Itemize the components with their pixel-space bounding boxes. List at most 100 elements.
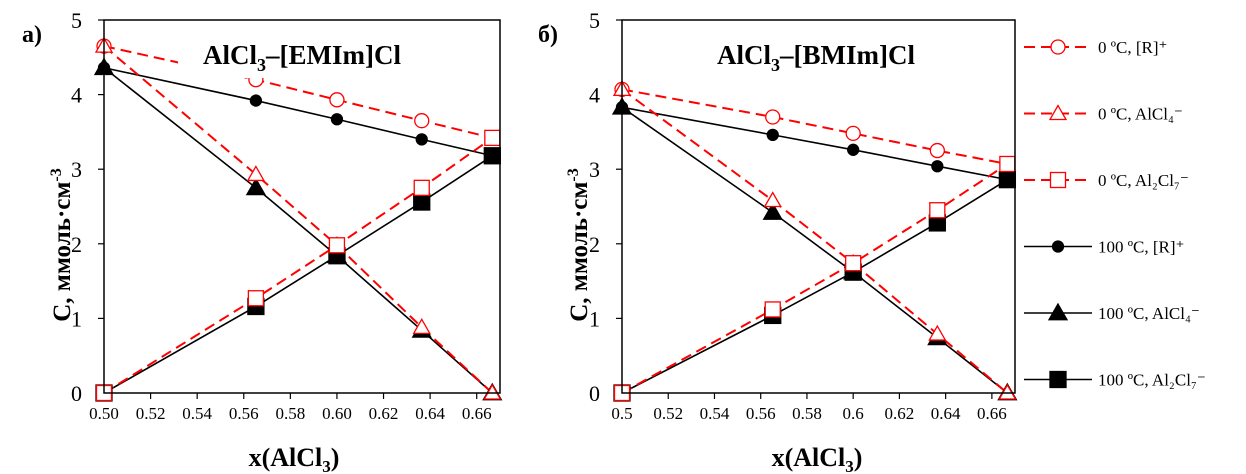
legend-item: 100 ºC, Al₂Cl₇⁻ xyxy=(1024,371,1206,390)
y-axis-label-sup: -3 xyxy=(565,168,582,181)
x-tick-label: 0.52 xyxy=(136,404,166,423)
legend-label: 100 ºC, AlCl₄⁻ xyxy=(1098,304,1200,323)
legend-item: 0 ºC, AlCl₄⁻ xyxy=(1024,104,1183,124)
y-axis-label-b: C, ммоль·см-3 xyxy=(565,168,593,322)
x-tick-label: 0.52 xyxy=(653,404,683,423)
chart-legend: 0 ºC, [R]⁺ 0 ºC, AlCl₄⁻ 0 ºC, Al₂Cl₇⁻ 100 º… xyxy=(1024,38,1206,390)
data-point xyxy=(330,113,344,126)
y-tick-label: 5 xyxy=(589,8,600,33)
x-tick-label: 0.54 xyxy=(182,404,212,423)
data-point xyxy=(413,193,431,211)
plot-frame-b xyxy=(621,19,1016,394)
y-tick-label: 4 xyxy=(71,83,82,108)
x-tick-label: 0.6 xyxy=(843,404,864,423)
data-point xyxy=(763,191,782,208)
data-point xyxy=(929,202,946,219)
data-point xyxy=(328,237,346,254)
x-tick-label: 0.56 xyxy=(746,404,776,423)
series-line xyxy=(621,178,1008,394)
svg-text:C, ммоль·см-3: C, ммоль·см-3 xyxy=(565,168,593,322)
legend-label: 100 ºC, [R]⁺ xyxy=(1098,238,1185,257)
y-tick-label: 5 xyxy=(71,8,82,33)
legend-marker xyxy=(1050,39,1066,55)
data-point xyxy=(247,290,265,307)
legend-item: 100 ºC, AlCl₄⁻ xyxy=(1024,302,1200,323)
series-line xyxy=(621,163,1008,394)
data-point xyxy=(414,113,430,129)
data-point xyxy=(845,255,862,272)
series-lines-a xyxy=(103,45,493,394)
x-axis-label-sub: 3 xyxy=(322,457,331,474)
x-tick-label: 0.5 xyxy=(611,404,632,423)
x-tick-label: 0.58 xyxy=(275,404,305,423)
data-point xyxy=(931,160,944,173)
title-main: AlCl xyxy=(717,40,771,70)
legend-item: 0 ºC, [R]⁺ xyxy=(1024,38,1168,57)
x-tick-label: 0.64 xyxy=(415,404,445,423)
y-tick-label: 3 xyxy=(71,157,82,182)
x-tick-label: 0.58 xyxy=(792,404,822,423)
y-tick-label: 2 xyxy=(71,232,82,257)
title-rest: –[BMIm]Cl xyxy=(779,40,915,70)
title-sub: 3 xyxy=(771,55,780,75)
y-axis-label-sup: -3 xyxy=(48,168,65,181)
series-line xyxy=(103,67,493,394)
x-axis-label-main: x(AlCl xyxy=(772,443,846,472)
panel-label-a: а) xyxy=(22,22,42,48)
data-point xyxy=(412,318,431,335)
y-tick-label: 2 xyxy=(589,232,600,257)
y-axis-label-main: C, ммоль·см xyxy=(49,182,76,322)
x-tick-label: 0.62 xyxy=(885,404,915,423)
x-axis-label-b: x(AlCl3) xyxy=(772,443,863,474)
legend-marker xyxy=(1047,302,1069,321)
data-point xyxy=(764,301,781,318)
y-tick-label: 1 xyxy=(589,306,600,331)
series-line xyxy=(621,88,1008,165)
data-point xyxy=(483,383,502,400)
data-point xyxy=(329,92,345,108)
ticks-a: 0 1 2 3 4 5 0.50 0.52 0.54 0.56 0.58 0.60 0.62 0.64 0.… xyxy=(71,8,492,423)
x-tick-label: 0.62 xyxy=(369,404,399,423)
data-point xyxy=(999,155,1016,173)
svg-text:C, ммоль·см-3: C, ммоль·см-3 xyxy=(48,168,76,322)
title-sub: 3 xyxy=(257,55,266,75)
series-line xyxy=(103,66,493,157)
series-line xyxy=(621,106,1008,394)
legend-item: 100 ºC, [R]⁺ xyxy=(1024,238,1185,257)
legend-item: 0 ºC, Al₂Cl₇⁻ xyxy=(1024,171,1189,190)
data-point xyxy=(998,383,1017,400)
series-lines-b xyxy=(621,88,1009,394)
legend-label: 0 ºC, [R]⁺ xyxy=(1098,38,1168,57)
x-tick-label: 0.50 xyxy=(89,404,119,423)
x-tick-label: 0.60 xyxy=(322,404,352,423)
x-tick-label: 0.54 xyxy=(700,404,730,423)
data-point xyxy=(929,142,945,159)
y-tick-label: 3 xyxy=(589,157,600,182)
chart-panel-b: б) C, ммоль·см-3 x(AlCl3) 0 1 2 3 4 5 0.5 0.52 0… xyxy=(538,8,1018,474)
title-a: AlCl3–[EMIm]Cl xyxy=(203,40,401,75)
data-point xyxy=(928,324,947,341)
series-line xyxy=(103,137,493,394)
x-axis-label-rest: ) xyxy=(331,443,340,472)
data-point xyxy=(415,133,428,146)
series-markers-a xyxy=(93,36,503,402)
y-tick-label: 0 xyxy=(589,381,600,406)
ticks-b: 0 1 2 3 4 5 0.5 0.52 0.54 0.56 0.58 0.6 0.62 0.64 0.66 xyxy=(589,8,1007,423)
data-point xyxy=(484,129,501,147)
title-b: AlCl3–[BMIm]Cl xyxy=(717,40,915,75)
y-axis-label-a: C, ммоль·см-3 xyxy=(48,168,76,322)
title-box-b: AlCl3–[BMIm]Cl xyxy=(692,30,940,78)
x-axis-label-main: x(AlCl xyxy=(249,443,323,472)
y-tick-label: 4 xyxy=(589,83,600,108)
data-point xyxy=(483,147,501,165)
x-tick-label: 0.66 xyxy=(977,404,1007,423)
panel-label-b: б) xyxy=(538,22,558,48)
y-axis-label-main: C, ммоль·см xyxy=(566,182,593,322)
legend-label: 0 ºC, AlCl₄⁻ xyxy=(1098,105,1183,124)
title-main: AlCl xyxy=(203,40,257,70)
x-axis-label-sub: 3 xyxy=(845,457,854,474)
legend-marker xyxy=(1051,240,1065,253)
title-box-a: AlCl3–[EMIm]Cl xyxy=(178,30,426,78)
